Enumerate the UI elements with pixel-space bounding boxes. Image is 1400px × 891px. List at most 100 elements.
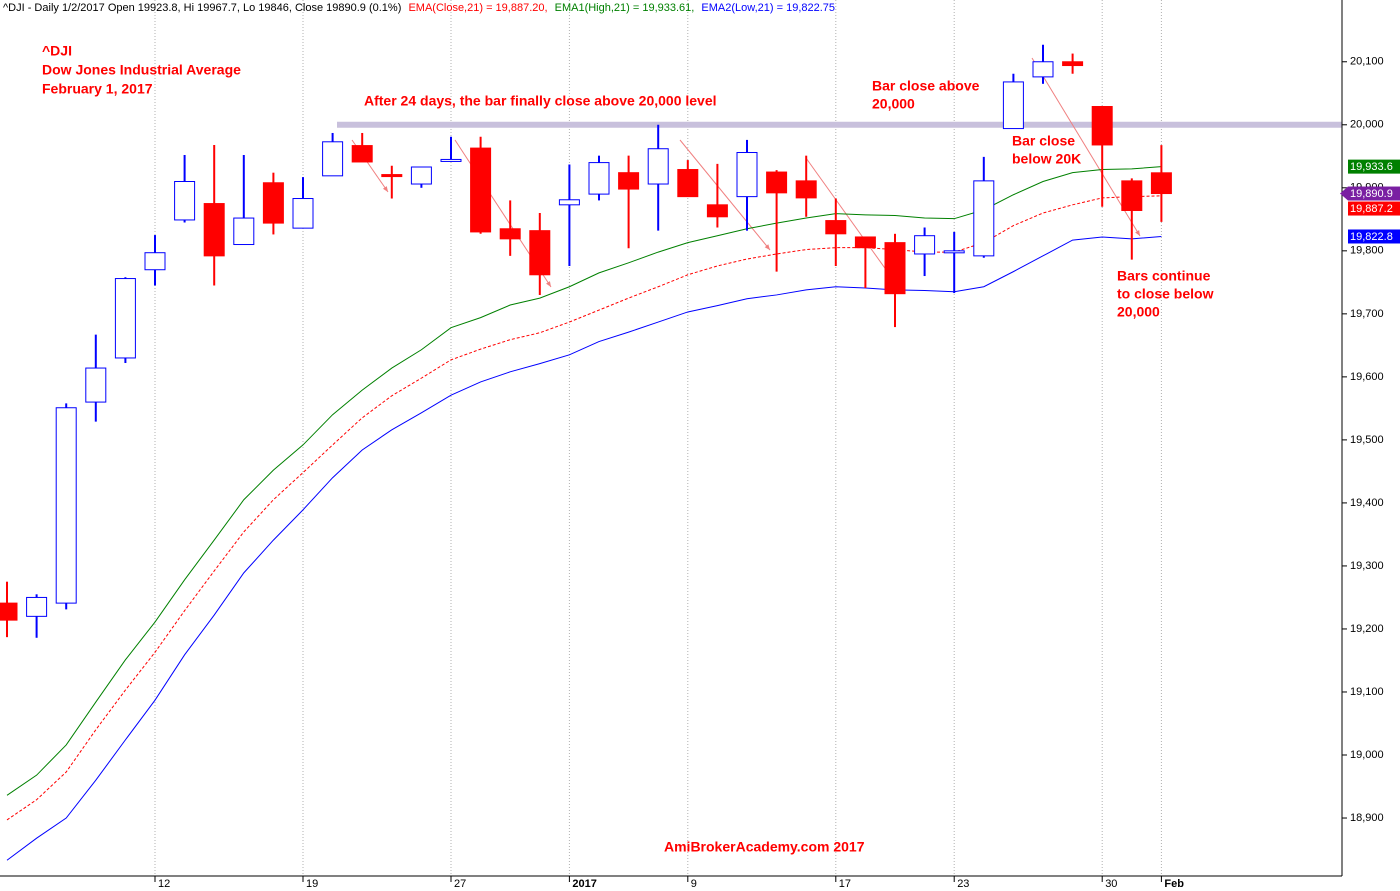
value-label: 19,933.6 bbox=[1350, 161, 1393, 173]
annotation: Dow Jones Industrial Average bbox=[42, 62, 241, 78]
annotation: Bars continue bbox=[1117, 268, 1211, 284]
candle-body bbox=[203, 203, 225, 257]
candle-body bbox=[0, 602, 18, 621]
candle-body bbox=[1062, 61, 1084, 67]
candle-body bbox=[1150, 172, 1172, 195]
annotation: 20,000 bbox=[872, 96, 915, 112]
candle-body bbox=[144, 252, 166, 271]
x-tick-label: 27 bbox=[454, 878, 466, 890]
x-tick-label: Feb bbox=[1164, 878, 1184, 890]
annotation: AmiBrokerAcademy.com 2017 bbox=[664, 839, 865, 855]
value-box bbox=[1348, 159, 1400, 174]
candle-body bbox=[470, 147, 492, 233]
candle-body bbox=[85, 367, 107, 403]
candle-body bbox=[766, 171, 788, 194]
x-tick-label: 19 bbox=[306, 878, 318, 890]
annotation: Bar close bbox=[1012, 133, 1075, 149]
y-tick-label: 19,300 bbox=[1350, 560, 1384, 572]
y-tick-label: 20,100 bbox=[1350, 56, 1384, 68]
ema-line bbox=[6, 195, 1162, 821]
candle-body bbox=[381, 174, 403, 178]
arrow bbox=[805, 157, 898, 286]
y-tick-label: 20,000 bbox=[1350, 119, 1384, 131]
x-tick-label: 23 bbox=[957, 878, 969, 890]
y-tick-label: 19,500 bbox=[1350, 434, 1384, 446]
candle-body bbox=[499, 228, 521, 240]
candle-body bbox=[1002, 81, 1024, 130]
candle-body bbox=[174, 181, 196, 221]
annotations: ^DJI Dow Jones Industrial Average February… bbox=[42, 43, 1214, 855]
candle-body bbox=[322, 141, 344, 177]
grid bbox=[154, 0, 1162, 876]
candle-body bbox=[588, 162, 610, 195]
candle-body bbox=[114, 278, 136, 359]
value-label: 19,822.8 bbox=[1350, 231, 1393, 243]
value-pointer bbox=[1340, 186, 1348, 201]
candle-body bbox=[706, 204, 728, 218]
y-tick-label: 19,800 bbox=[1350, 245, 1384, 257]
candle-body bbox=[854, 236, 876, 249]
annotation: February 1, 2017 bbox=[42, 81, 153, 97]
value-box bbox=[1348, 186, 1400, 201]
ema-line bbox=[6, 166, 1162, 796]
y-tick-label: 18,900 bbox=[1350, 812, 1384, 824]
candle-body bbox=[1121, 180, 1143, 211]
value-box bbox=[1348, 201, 1400, 216]
y-tick-label: 19,100 bbox=[1350, 686, 1384, 698]
ema-lines bbox=[6, 166, 1162, 861]
x-tick-label: 9 bbox=[691, 878, 697, 890]
candle-body bbox=[440, 158, 462, 162]
y-tick-label: 19,200 bbox=[1350, 623, 1384, 635]
last-value-labels: 19,933.6 19,890.9 19,887.2 19,822.8 bbox=[1340, 159, 1400, 244]
annotation: After 24 days, the bar finally close abo… bbox=[364, 93, 717, 109]
candle-body bbox=[943, 250, 965, 254]
candle-body bbox=[410, 166, 432, 185]
y-tick-label: 19,400 bbox=[1350, 497, 1384, 509]
annotation: ^DJI bbox=[42, 43, 72, 59]
arrow-head bbox=[546, 281, 551, 287]
header-part: EMA(Close,21) = 19,887.20, bbox=[408, 2, 547, 14]
candle-body bbox=[55, 407, 77, 604]
arrow bbox=[679, 139, 771, 251]
value-box bbox=[1348, 229, 1400, 244]
arrow-head bbox=[1135, 230, 1140, 236]
candle-body bbox=[736, 152, 758, 198]
candle-body bbox=[618, 172, 640, 190]
candle-body bbox=[825, 220, 847, 235]
annotation: Bar close above bbox=[872, 78, 980, 94]
candle-body bbox=[351, 145, 373, 163]
candles bbox=[0, 44, 1172, 638]
candle-body bbox=[262, 182, 284, 224]
x-tick-label: 17 bbox=[839, 878, 851, 890]
candle-body bbox=[677, 169, 699, 198]
candle-body bbox=[884, 242, 906, 295]
candle-body bbox=[292, 198, 314, 229]
y-tick-label: 19,700 bbox=[1350, 308, 1384, 320]
ema-line bbox=[6, 235, 1162, 861]
candle-body bbox=[1091, 106, 1113, 146]
candle-body bbox=[795, 180, 817, 199]
y-tick-label: 19,000 bbox=[1350, 749, 1384, 761]
x-tick-label: 12 bbox=[158, 878, 170, 890]
arrow-head bbox=[764, 244, 770, 250]
x-tick-label: 2017 bbox=[572, 878, 596, 890]
annotation: to close below bbox=[1117, 286, 1214, 302]
candle-body bbox=[647, 148, 669, 185]
candle-body bbox=[1032, 61, 1054, 78]
value-label: 19,890.9 bbox=[1350, 188, 1393, 200]
candle-body bbox=[973, 180, 995, 257]
header-part: EMA1(High,21) = 19,933.61, bbox=[555, 2, 695, 14]
candle-body bbox=[914, 235, 936, 255]
candle-body bbox=[26, 596, 48, 617]
candle-body bbox=[233, 217, 255, 246]
annotation: 20,000 bbox=[1117, 304, 1160, 320]
arrow-head bbox=[382, 186, 388, 192]
value-label: 19,887.2 bbox=[1350, 203, 1393, 215]
header: ^DJI - Daily 1/2/2017 Open 19923.8, Hi 1… bbox=[3, 2, 835, 14]
header-part: EMA2(Low,21) = 19,822.75 bbox=[701, 2, 835, 14]
header-part: ^DJI - Daily 1/2/2017 Open 19923.8, Hi 1… bbox=[3, 2, 401, 14]
candle-body bbox=[558, 199, 580, 206]
annotation: below 20K bbox=[1012, 151, 1081, 167]
